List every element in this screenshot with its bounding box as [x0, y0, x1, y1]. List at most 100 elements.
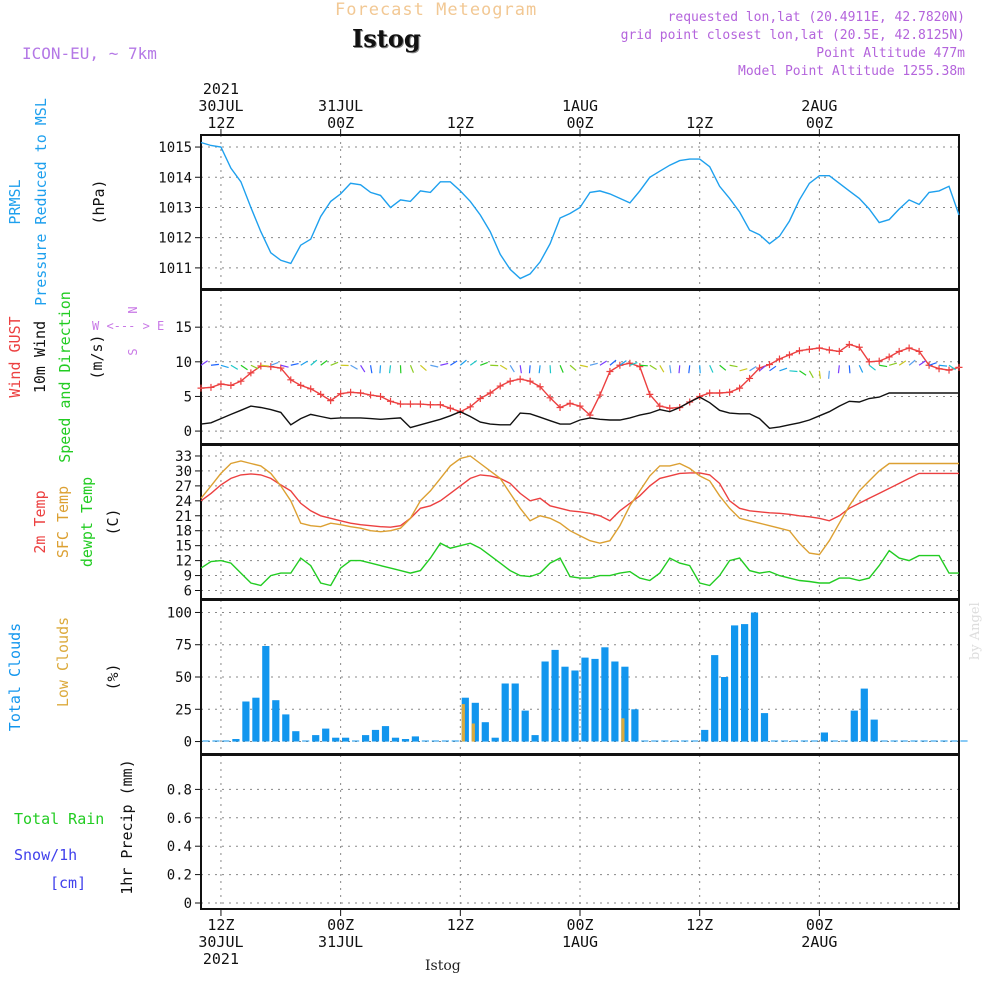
y-tick-label: 0 [184, 896, 192, 912]
compass-south: S [126, 348, 140, 355]
y-tick-label: 12 [175, 554, 192, 570]
clouds-bar [860, 688, 868, 742]
top-tick-label: 12Z [686, 114, 713, 132]
gust-marker [297, 381, 305, 389]
y-tick-label: 10 [175, 355, 192, 371]
gust-marker [825, 346, 833, 354]
y-tick-label: 27 [175, 479, 192, 495]
lowclouds-bar [471, 723, 475, 742]
y-tick-label: 1012 [158, 231, 192, 247]
clouds-bar [810, 740, 818, 742]
y-tick-label: 0 [184, 735, 192, 751]
wind-direction-arrow [678, 365, 681, 374]
wind-line [200, 392, 959, 430]
gust-marker [526, 377, 534, 385]
top-tick-label: 2021 [203, 80, 239, 98]
wind-direction-arrow [898, 360, 907, 366]
clouds-bar [890, 740, 898, 742]
clouds-bar [342, 737, 350, 742]
y-tick-label: 0 [184, 424, 192, 440]
wind-direction-arrow [818, 370, 821, 379]
gust-marker [357, 389, 365, 397]
clouds-bar [731, 625, 739, 742]
top-tick-label: 2AUG [801, 97, 837, 115]
wind-direction-arrow [759, 365, 767, 372]
wind-direction-arrow [659, 364, 665, 373]
wind-direction-arrow [579, 364, 588, 368]
wind-direction-arrow [528, 365, 531, 374]
clouds-bar [581, 657, 589, 742]
wind-direction-arrow [330, 361, 339, 366]
wind-direction-arrow [619, 360, 627, 366]
wind-direction-arrow [639, 364, 648, 367]
gust-marker [267, 363, 275, 371]
axis-unit-pct: (%) [104, 663, 122, 690]
axis-unit-c: (C) [104, 508, 122, 535]
axis-label-prmsl: PRMSL [6, 179, 24, 224]
bottom-tick-label: 12Z [686, 916, 713, 934]
clouds-bar [930, 740, 938, 742]
axis-label-precip: 1hr Precip (mm) [118, 759, 136, 894]
wind-direction-arrow [879, 364, 888, 368]
clouds-bar [371, 729, 380, 742]
top-tick-label: 00Z [806, 114, 833, 132]
axis-label-direction: Speed and Direction [56, 291, 74, 463]
station-name: Istog [352, 24, 421, 53]
gust-marker [746, 374, 754, 382]
clouds-bar [401, 739, 410, 742]
clouds-bar [362, 735, 370, 742]
wind-direction-arrow [649, 364, 657, 371]
clouds-bar [950, 740, 958, 742]
wind-direction-arrow [569, 364, 577, 371]
gust-marker [327, 397, 335, 405]
y-tick-label: 18 [175, 524, 192, 540]
clouds-bar [252, 697, 260, 742]
clouds-bar [850, 710, 858, 742]
clouds-bar [272, 700, 280, 742]
legend-total-rain: Total Rain [14, 810, 104, 828]
bottom-tick-label: 30JUL [198, 933, 243, 951]
y-tick-label: 1015 [158, 140, 192, 156]
gust-marker [416, 400, 424, 408]
wind-direction-arrow [827, 370, 830, 379]
clouds-bar [880, 740, 888, 742]
clouds-bar [691, 740, 699, 742]
clouds-bar [910, 740, 918, 742]
gust-marker [496, 382, 504, 390]
wind-direction-arrow [350, 364, 358, 370]
clouds-bar [900, 740, 908, 742]
dewpt-line [200, 542, 959, 587]
wind-direction-arrow [769, 365, 777, 372]
clouds-bar [780, 740, 789, 742]
clouds-bar [671, 740, 679, 742]
gust-marker [396, 400, 404, 408]
footer-station: Istog [425, 958, 461, 974]
clouds-bar [212, 740, 220, 742]
legend-snow: Snow/1h [14, 846, 77, 864]
gust-marker [706, 389, 714, 397]
clouds-bar [421, 740, 429, 742]
clouds-bar [332, 737, 340, 742]
y-tick-label: 6 [184, 584, 192, 600]
gust-marker [377, 392, 385, 400]
y-tick-label: 33 [175, 449, 192, 465]
clouds-bar [960, 740, 968, 742]
compass-west-east: W <--- > E [92, 319, 164, 333]
gust-marker [307, 385, 315, 393]
wind-direction-arrow [609, 359, 617, 366]
wind-direction-arrow [450, 360, 458, 366]
clouds-bar [202, 740, 210, 742]
gust-marker [486, 389, 494, 397]
y-tick-label: 15 [175, 320, 192, 336]
clouds-bar [621, 666, 629, 742]
clouds-bar [242, 701, 250, 742]
wind-direction-arrow [499, 364, 508, 370]
gust-marker [247, 369, 255, 377]
compass-north: N [126, 306, 140, 313]
wind-direction-arrow [848, 365, 851, 374]
gust-marker [636, 363, 644, 371]
clouds-bar [302, 740, 310, 742]
gust-marker [905, 344, 913, 352]
lowclouds-bar [621, 718, 625, 742]
clouds-bar [501, 683, 509, 742]
